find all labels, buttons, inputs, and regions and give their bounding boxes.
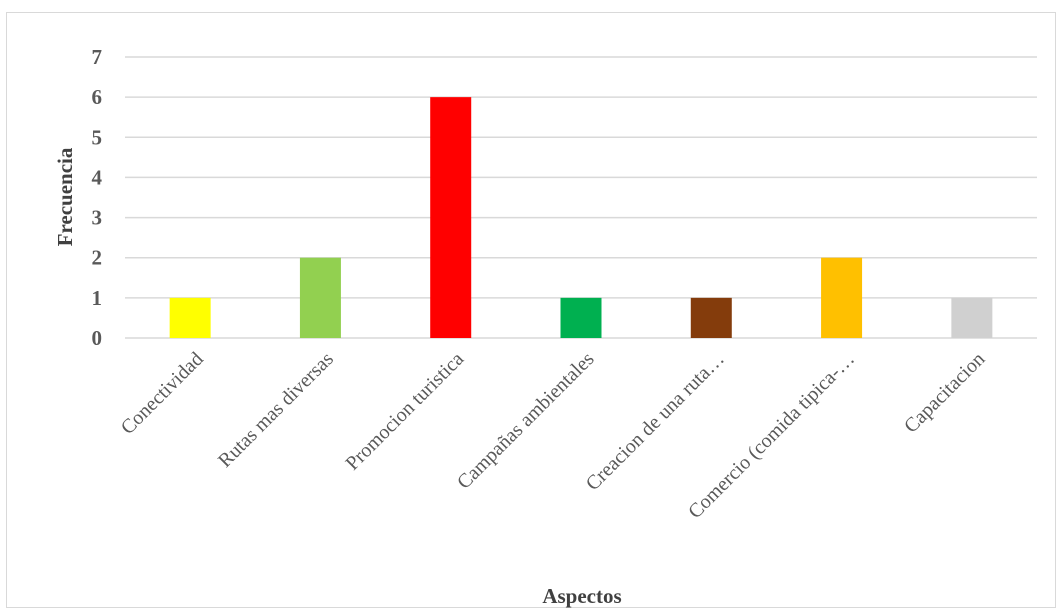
y-tick-label: 5	[92, 125, 103, 149]
x-tick-label: Campañas ambientales	[453, 348, 599, 494]
x-axis-title: Aspectos	[542, 584, 621, 608]
x-tick-label: Creacion de una ruta…	[582, 348, 729, 495]
bar	[299, 257, 341, 338]
y-tick-label: 7	[92, 45, 103, 69]
bar	[951, 297, 993, 338]
x-tick-label: Conectividad	[117, 348, 208, 439]
y-tick-label: 2	[92, 246, 103, 270]
x-axis-ticks: Conectividad Rutas mas diversas Promocion …	[117, 348, 990, 523]
bar	[430, 97, 472, 339]
y-axis-title: Frecuencia	[53, 147, 77, 246]
x-tick-label: Capacitacion	[900, 348, 989, 437]
bar	[821, 257, 863, 338]
x-tick-label: Rutas mas diversas	[214, 348, 338, 472]
bar	[690, 297, 732, 338]
y-tick-label: 0	[92, 326, 103, 350]
x-tick-label: Promocion turistica	[342, 348, 469, 475]
y-tick-label: 6	[92, 85, 103, 109]
y-tick-label: 3	[92, 206, 103, 230]
bar	[169, 297, 211, 338]
bars	[169, 97, 993, 339]
y-axis-ticks: 0 1 2 3 4 5 6 7	[92, 45, 103, 350]
y-tick-label: 1	[92, 286, 103, 310]
bar	[560, 297, 602, 338]
gridlines	[125, 56, 1037, 339]
y-tick-label: 4	[92, 165, 103, 189]
